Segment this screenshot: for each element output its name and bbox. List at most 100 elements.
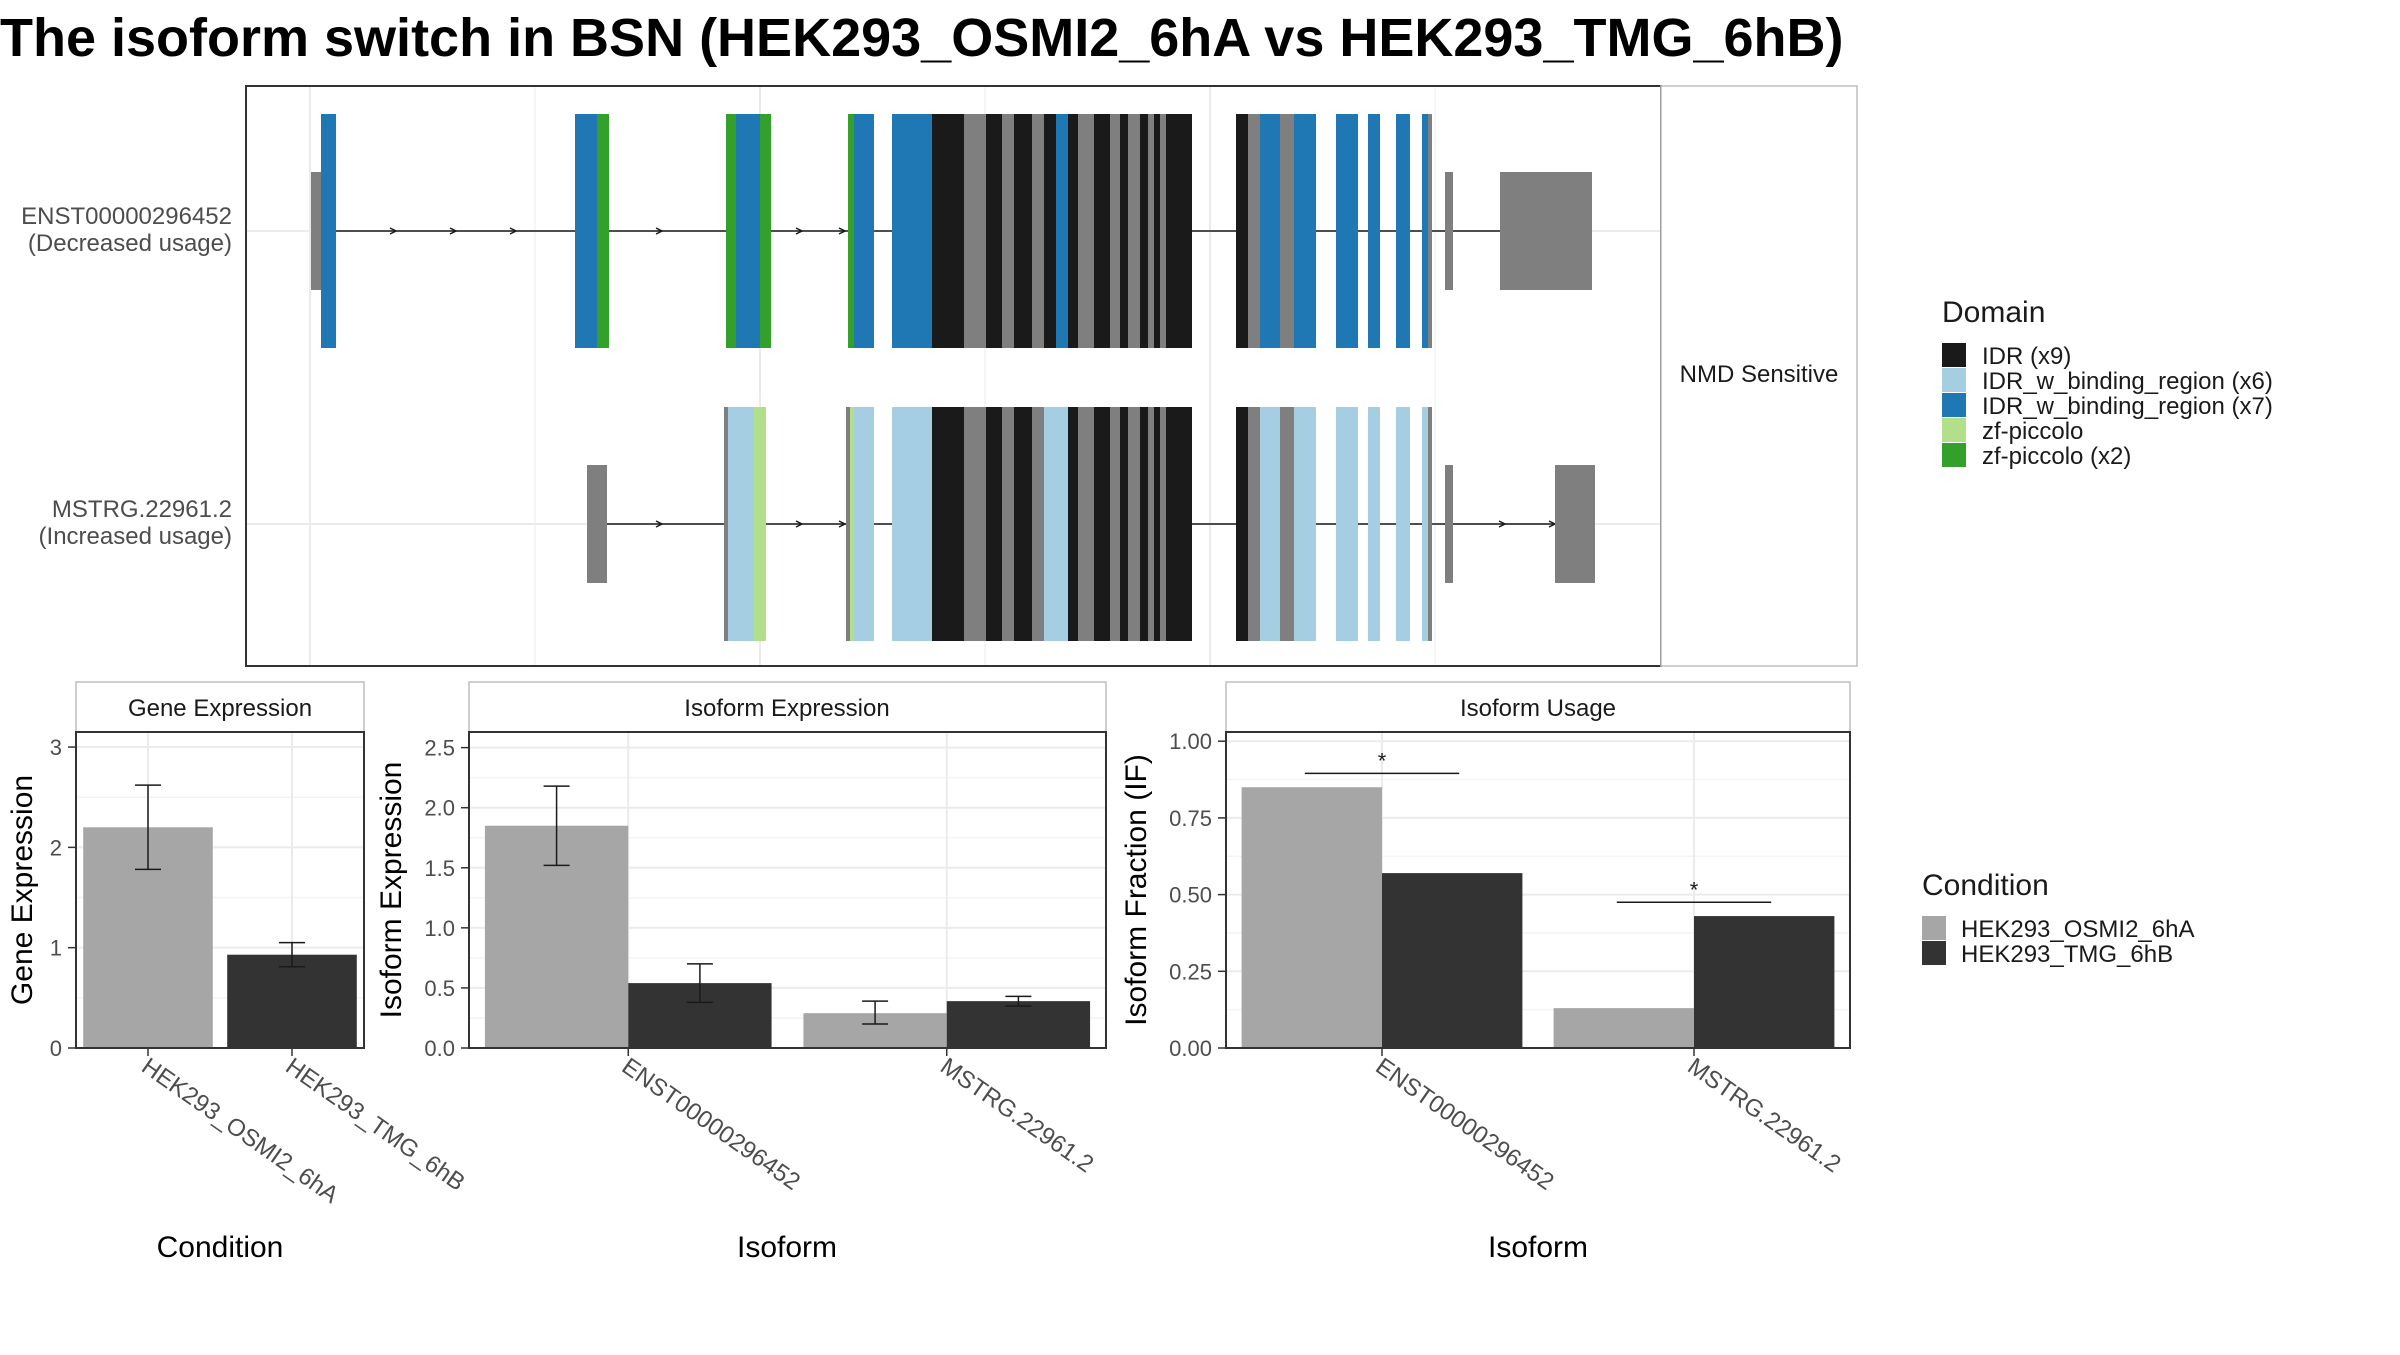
transcript-2-exon-segment [1110,407,1120,641]
transcript-1-strand-arrow [389,227,398,235]
legend-label-idr: IDR (x9) [1982,343,2071,370]
condition-label-tmg: HEK293_TMG_6hB [1961,941,2173,968]
transcript-2-exon-segment [724,407,728,641]
transcript-1-exon-segment [1032,114,1044,348]
legend-label-zf-piccolo: zf-piccolo [1982,418,2083,445]
condition-key-osmi2 [1922,916,1946,940]
transcript-1-exon-segment [854,114,874,348]
transcript-1-exon-segment [1128,114,1140,348]
transcript-2-exon-segment [1154,407,1160,641]
transcript-1-exon-segment [892,114,932,348]
transcript-2-exon-segment [964,407,986,641]
structure-marks [311,114,1595,641]
gene-expression-xlabel: Condition [157,1231,284,1264]
transcript-2-exon-segment [1445,465,1453,583]
transcript-2-exon-segment [1336,407,1358,641]
legend-key-zf-piccolo [1942,418,1966,442]
transcript-2-exon-segment [1368,407,1380,641]
transcript-2-exon-segment [1294,407,1316,641]
transcript-1-exon-segment [1120,114,1128,348]
transcript-2-exon-segment [854,407,874,641]
transcript-1-exon-segment [1248,114,1260,348]
gene-expression-border [75,731,365,1049]
transcript-1-exon-segment [1078,114,1094,348]
transcript-1-exon-segment [986,114,1002,348]
transcript-2-exon-segment [587,465,607,583]
y-tick-label: 2.0 [424,796,455,821]
transcript-1-exon-segment [1166,114,1192,348]
transcript-2-exon-segment [1014,407,1032,641]
transcript-2-exon-segment [1140,407,1148,641]
y-tick-label: 0.25 [1169,959,1212,984]
bar [227,954,357,1048]
isoform-usage-border [1225,731,1851,1049]
y-tick-label: 1.00 [1169,729,1212,754]
transcript-1-exon-segment [597,114,609,348]
transcript-2-exon-segment [1068,407,1078,641]
domain-legend: Domain IDR (x9) IDR_w_binding_region (x6… [1942,296,2273,470]
transcript-1-exon-segment [1236,114,1248,348]
legend-label-idr-binding-x7: IDR_w_binding_region (x7) [1982,393,2273,420]
transcript-2-exon-segment [1032,407,1044,641]
y-tick-label: 0.00 [1169,1036,1212,1061]
legend-key-zf-piccolo-x2 [1942,443,1966,467]
y-tick-label: 1.5 [424,856,455,881]
transcript-1-exon-segment [1280,114,1294,348]
legend-key-idr-binding-x7 [1942,393,1966,417]
x-tick-label: ENST00000296452 [617,1053,805,1196]
gene-structure-panel: NMD Sensitive ENST00000296452 (Decreased… [21,85,1858,667]
transcript-1-exon-segment [1500,172,1592,290]
transcript-1-exon-segment [1014,114,1032,348]
transcript-1-strand-arrow [655,227,664,235]
transcript-2-exon-segment [1044,407,1056,641]
transcript-2-exon-segment [1148,407,1154,641]
transcript-1-exon-segment [311,172,323,290]
transcript-2-exon-segment [1236,407,1248,641]
transcript-1-exon-segment [1110,114,1120,348]
condition-key-tmg [1922,941,1946,965]
transcript-2-exon-segment [986,407,1002,641]
transcript-2-exon-segment [1280,407,1294,641]
transcript-1-strand-arrow [795,227,804,235]
bar [1694,916,1835,1048]
transcript-2-exon-segment [932,407,964,641]
transcript-1-exon-segment [1260,114,1280,348]
transcript-2-exon-segment [1120,407,1128,641]
isoform-usage-plot: 0.00 0.25 0.50 0.75 1.00 * * ENST00000296452 MST… [1169,729,1850,1196]
transcript-sublabel-2: (Increased usage) [39,523,232,550]
y-tick-label: 2.5 [424,736,455,761]
transcript-1-exon-segment [1368,114,1380,348]
isoform-usage-ylabel: Isoform Fraction (IF) [1120,754,1153,1026]
isoform-expression-panel: Isoform Expression 0.0 0.5 1.0 1.5 2.0 2.5 ENS… [375,681,1107,1264]
figure-title: The isoform switch in BSN (HEK293_OSMI2_… [0,8,1844,68]
transcript-2-exon-segment [1056,407,1068,641]
legend-key-idr [1942,343,1966,367]
condition-label-osmi2: HEK293_OSMI2_6hA [1961,916,2194,943]
transcript-1-strand-arrow [449,227,458,235]
transcript-1-exon-segment [964,114,986,348]
transcript-2-exon-segment [892,407,932,641]
transcript-2-exon-segment [1166,407,1192,641]
transcript-2-exon-segment [1396,407,1410,641]
y-tick-label: 2 [50,835,62,860]
transcript-1-exon-segment [1148,114,1154,348]
facet-strip-label: NMD Sensitive [1680,361,1839,388]
transcript-1-exon-segment [1002,114,1014,348]
isoform-expression-xlabel: Isoform [737,1231,837,1264]
bar [1382,873,1523,1048]
condition-legend-title: Condition [1922,869,2049,902]
transcript-1-strand-arrow [509,227,518,235]
legend-label-zf-piccolo-x2: zf-piccolo (x2) [1982,443,2131,470]
transcript-1-exon-segment [848,114,854,348]
transcript-1-exon-segment [1422,114,1428,348]
transcript-2-exon-segment [1260,407,1280,641]
transcript-1-exon-segment [1336,114,1358,348]
x-tick-label: MSTRG.22961.2 [1683,1053,1846,1178]
transcript-2-strand-arrow [838,520,847,528]
y-tick-label: 1.0 [424,916,455,941]
y-tick-label: 0.50 [1169,883,1212,908]
gene-expression-strip-title: Gene Expression [128,695,312,722]
bar [1553,1008,1694,1048]
transcript-2-exon-segment [1248,407,1260,641]
condition-legend: Condition HEK293_OSMI2_6hA HEK293_TMG_6h… [1922,869,2194,968]
